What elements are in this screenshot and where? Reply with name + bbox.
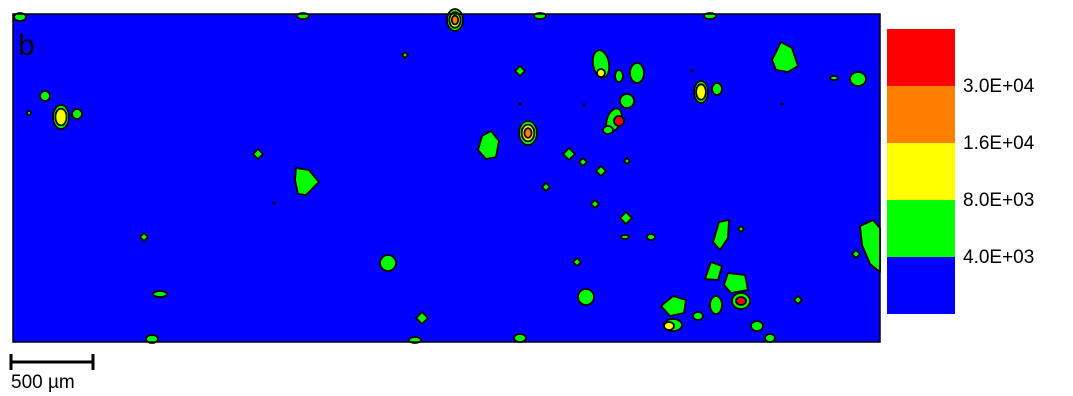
colorbar-swatch	[887, 200, 955, 257]
hotspot-region	[765, 334, 775, 342]
colorbar-tick-label: 1.6E+04	[963, 133, 1035, 154]
hotspot-point	[780, 102, 783, 105]
hotspot-region	[620, 94, 634, 108]
hotspot-point	[690, 69, 693, 72]
hotspot-region	[830, 76, 838, 80]
scale-bar	[11, 354, 93, 370]
hotspot-region	[380, 255, 396, 271]
hotspot-region	[72, 109, 82, 119]
hotspot-region	[624, 158, 630, 164]
hotspot-region	[710, 296, 722, 314]
hotspot-region	[40, 91, 50, 101]
hotspot-region	[597, 69, 605, 77]
hotspot-region	[55, 109, 66, 126]
hotspot-region	[630, 63, 644, 83]
hotspot-region	[603, 126, 613, 134]
hotspot-point	[518, 102, 521, 105]
hotspot-region	[850, 72, 866, 86]
colorbar-swatch	[887, 257, 955, 314]
hotspot-region	[647, 234, 655, 240]
hotspot-region	[712, 83, 722, 95]
hotspot-region	[614, 116, 624, 126]
hotspot-region	[621, 235, 629, 239]
hotspot-region	[578, 289, 594, 305]
hotspot-point	[582, 103, 585, 106]
colorbar-swatch	[887, 29, 955, 86]
map-background	[13, 14, 880, 342]
hotspot-region	[402, 52, 408, 58]
scale-bar-label: 500 µm	[11, 372, 75, 394]
colorbar: 3.0E+04 1.6E+04 8.0E+03 4.0E+03	[887, 29, 1035, 314]
colorbar-tick-label: 8.0E+03	[963, 190, 1034, 211]
colorbar-swatch	[887, 86, 955, 143]
hotspot-region	[693, 312, 703, 320]
hotspot-point	[272, 201, 275, 204]
hotspot-region	[615, 70, 623, 82]
panel-label: b	[18, 29, 35, 62]
colorbar-tick-label: 3.0E+04	[963, 76, 1035, 97]
hotspot-region	[696, 84, 706, 99]
colorbar-swatch	[887, 143, 955, 200]
hotspot-region	[736, 297, 746, 305]
hotspot-region	[724, 273, 748, 293]
hotspot-region	[514, 334, 526, 342]
colorbar-tick-label: 4.0E+03	[963, 247, 1034, 268]
hotspot-region	[153, 291, 167, 297]
hotspot-region	[738, 226, 744, 232]
hotspot-region	[452, 16, 458, 25]
hotspot-region	[27, 111, 31, 115]
hotspot-region	[664, 322, 674, 330]
hotspot-region	[524, 128, 531, 138]
hotspot-region	[751, 321, 763, 331]
